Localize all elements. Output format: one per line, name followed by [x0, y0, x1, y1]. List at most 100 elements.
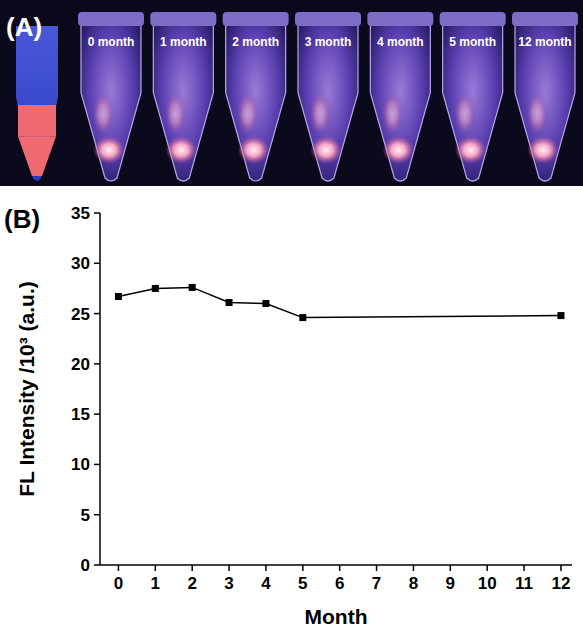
- x-tick: [413, 565, 415, 571]
- tube-sample: [382, 136, 414, 164]
- x-tick: [155, 565, 157, 571]
- plot-data: [115, 284, 565, 321]
- x-tick-label: 7: [372, 574, 381, 593]
- tube-label: 12 month: [518, 35, 571, 49]
- x-tick-label: 8: [409, 574, 418, 593]
- tube: [443, 18, 503, 181]
- data-point: [189, 284, 196, 291]
- x-tick: [265, 565, 267, 571]
- y-tick-label: 35: [71, 204, 90, 223]
- tube-cap: [150, 12, 216, 26]
- page: 0 month 1 month 2 month 3 month 4 month 5 mon…: [0, 0, 583, 642]
- tube-label: 4 month: [377, 35, 424, 49]
- series-line: [118, 287, 561, 317]
- tube-sample: [527, 94, 547, 134]
- tube-label: 3 month: [305, 35, 352, 49]
- x-tick: [228, 565, 230, 571]
- tube-label: 2 month: [232, 35, 279, 49]
- tube-cap: [440, 12, 506, 26]
- y-tick-label: 0: [81, 556, 90, 575]
- x-tick: [523, 565, 525, 571]
- x-tick: [486, 565, 488, 571]
- y-tick-label: 20: [71, 355, 90, 374]
- data-point: [226, 299, 233, 306]
- tube-sample: [238, 136, 270, 164]
- y-tick: [94, 212, 100, 214]
- x-axis: [100, 564, 572, 566]
- data-point: [262, 300, 269, 307]
- y-axis: [99, 213, 101, 565]
- tube-liquid: [18, 137, 56, 176]
- data-point: [299, 314, 306, 321]
- y-tick-label: 10: [71, 455, 90, 474]
- x-tick-label: 0: [114, 574, 123, 593]
- tube-sample: [382, 94, 402, 134]
- x-tick: [339, 565, 341, 571]
- y-tick-label: 25: [71, 305, 90, 324]
- data-point: [115, 293, 122, 300]
- tube-sample: [310, 94, 330, 134]
- tube-sample: [238, 94, 258, 134]
- photo-background: [0, 0, 583, 186]
- tube: [81, 18, 141, 181]
- panel-letter: (A): [6, 12, 42, 42]
- y-tick: [94, 313, 100, 315]
- x-tick: [118, 565, 120, 571]
- figure: 0 month 1 month 2 month 3 month 4 month 5 mon…: [0, 0, 583, 642]
- tube-liquid: [18, 105, 56, 137]
- data-point: [152, 285, 159, 292]
- photo: 0 month 1 month 2 month 3 month 4 month 5 mon…: [0, 0, 583, 186]
- tube-cap: [512, 12, 578, 26]
- tube: [16, 26, 58, 181]
- tube-sample: [527, 136, 559, 164]
- x-tick-label: 5: [298, 574, 307, 593]
- tube: [515, 18, 575, 181]
- x-axis-title: Month: [305, 605, 368, 628]
- x-tick-label: 4: [261, 574, 271, 593]
- y-tick: [94, 413, 100, 415]
- tube-sample: [165, 136, 197, 164]
- x-tick: [302, 565, 304, 571]
- tube-label: 5 month: [449, 35, 496, 49]
- tube-sample: [455, 94, 475, 134]
- tube: [298, 18, 358, 181]
- panel-letter: (B): [4, 204, 40, 234]
- x-tick-label: 2: [187, 574, 196, 593]
- x-tick: [560, 565, 562, 571]
- tube-cap: [367, 12, 433, 26]
- y-tick-label: 30: [71, 254, 90, 273]
- tube-cap: [78, 12, 144, 26]
- tube-sample: [165, 94, 185, 134]
- x-tick-label: 1: [151, 574, 160, 593]
- tube-label: 0 month: [88, 35, 135, 49]
- axes: 051015202530350123456789101112: [71, 204, 572, 593]
- x-tick-label: 10: [478, 574, 497, 593]
- y-tick: [94, 514, 100, 516]
- tube-cap: [223, 12, 289, 26]
- y-tick: [94, 564, 100, 566]
- y-axis-title: FL Intensity /10³ (a.u.): [15, 281, 38, 496]
- y-tick-label: 5: [81, 506, 90, 525]
- tube-label: 1 month: [160, 35, 207, 49]
- y-tick-label: 15: [71, 405, 90, 424]
- y-tick: [94, 363, 100, 365]
- x-tick-label: 3: [224, 574, 233, 593]
- tube-cap: [295, 12, 361, 26]
- data-point: [557, 312, 564, 319]
- x-tick: [376, 565, 378, 571]
- x-tick-label: 9: [446, 574, 455, 593]
- tube-sample: [455, 136, 487, 164]
- tube-sample: [93, 94, 113, 134]
- x-tick: [191, 565, 193, 571]
- tube-sample: [93, 136, 125, 164]
- x-tick: [450, 565, 452, 571]
- x-tick-label: 12: [551, 574, 570, 593]
- y-tick: [94, 464, 100, 466]
- y-tick: [94, 263, 100, 265]
- tube: [153, 18, 213, 181]
- x-tick-label: 11: [515, 574, 533, 593]
- x-tick-label: 6: [335, 574, 344, 593]
- tube: [370, 18, 430, 181]
- tube-sample: [310, 136, 342, 164]
- tube: [226, 18, 286, 181]
